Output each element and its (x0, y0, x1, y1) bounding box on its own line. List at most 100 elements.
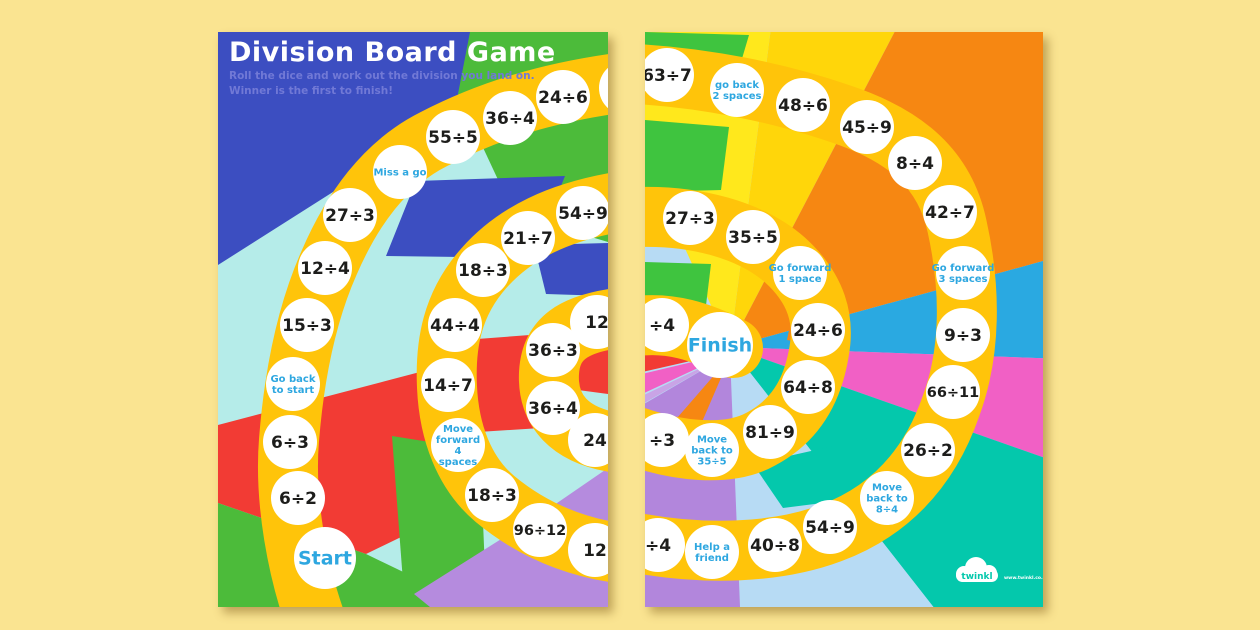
board-space: 18÷3 (465, 468, 519, 522)
board-space-circle (294, 527, 356, 589)
board-space-circle (748, 518, 802, 572)
board-space: 27÷3 (323, 188, 377, 242)
board-space-circle (465, 468, 519, 522)
board-space: 36÷3 (526, 323, 580, 377)
board-space-circle (888, 136, 942, 190)
board-space: 54÷9 (556, 186, 608, 240)
board-space-circle (743, 405, 797, 459)
board-space-circle (426, 110, 480, 164)
board-space: Finish (687, 312, 753, 378)
board-space: Start (294, 527, 356, 589)
board-space-circle (513, 503, 567, 557)
board-space: 26÷2 (901, 423, 955, 477)
board-space-circle (860, 471, 914, 525)
board-space-circle (645, 298, 689, 352)
board-space-circle (781, 360, 835, 414)
board-space-circle (645, 518, 685, 572)
board-space: 27÷3 (663, 191, 717, 245)
board-space-circle (373, 145, 427, 199)
board-space-circle (776, 78, 830, 132)
board-space-circle (685, 525, 739, 579)
board-space: 8÷4 (888, 136, 942, 190)
board-space-label: 48÷6 (778, 96, 828, 116)
board-space-label: 36÷4 (528, 399, 578, 419)
board-space-label: Move back to 8÷4 (866, 483, 908, 516)
board-space-circle (526, 381, 580, 435)
board-space-label: 6÷2 (279, 489, 317, 509)
board-space: 14÷7 (421, 358, 475, 412)
board-space-label: 36÷4 (485, 109, 535, 129)
board-space-circle (773, 246, 827, 300)
board-space-label: 9÷3 (944, 326, 982, 346)
board-space: 63÷7 (645, 48, 694, 102)
board-space-circle (421, 358, 475, 412)
board-space-label: Start (298, 548, 352, 570)
board-space-label: 24÷6 (538, 88, 588, 108)
board-space-circle (556, 186, 608, 240)
board-space: 9÷3 (936, 308, 990, 362)
board-space: 12÷4 (298, 241, 352, 295)
board-space-label: 12 (583, 541, 607, 561)
board-space-label: 24÷6 (793, 321, 843, 341)
board-space: 36÷4 (526, 381, 580, 435)
board-space-circle (298, 241, 352, 295)
board-space-label: 64÷8 (783, 378, 833, 398)
board-space: ÷4 (645, 298, 689, 352)
board-space-circle (263, 415, 317, 469)
board-space-label: ÷4 (649, 316, 675, 336)
board-space-label: 12 (585, 313, 608, 333)
left-page: Start 6÷2 6÷3 Go back to start 15÷3 12÷4 27÷3 Mi… (218, 32, 608, 607)
board-space: 55÷5 (426, 110, 480, 164)
board-space-label: 40÷8 (750, 536, 800, 556)
board-space-circle (936, 246, 990, 300)
board-space-circle (568, 523, 608, 577)
board-space: 18÷3 (456, 243, 510, 297)
board-space: Go back to start (266, 357, 320, 411)
board-space: 45÷9 (840, 100, 894, 154)
board-space-circle (280, 298, 334, 352)
board-space-label: 45÷9 (842, 118, 892, 138)
board-space-label: 27÷3 (665, 209, 715, 229)
board-space-circle (599, 67, 608, 109)
board-space-label: 24 (583, 431, 607, 451)
board-space: Help a friend (685, 525, 739, 579)
board-space-label: 54÷9 (805, 518, 855, 538)
board-space-circle (271, 471, 325, 525)
board-space: 42÷7 (923, 185, 977, 239)
board-space-label: 18÷3 (458, 261, 508, 281)
right-page: 63÷7 go back 2 spaces 48÷6 45÷9 8÷4 42÷7 Go for… (645, 32, 1043, 607)
board-space: 15÷3 (280, 298, 334, 352)
board-space-label: Go back to start (270, 374, 315, 396)
board-space-label: 35÷5 (728, 228, 778, 248)
board-space-label: go back 2 spaces (713, 80, 762, 102)
board-space-label: 42÷7 (925, 203, 975, 223)
board-space: ÷3 (645, 413, 689, 467)
board-space-label: Miss a go (373, 168, 426, 179)
left-board-spaces: Start 6÷2 6÷3 Go back to start 15÷3 12÷4 27÷3 Mi… (263, 67, 608, 589)
board-space-circle (791, 303, 845, 357)
board-space: 36÷4 (483, 91, 537, 145)
board-space-label: 12÷4 (300, 259, 350, 279)
board-space-label: 14÷7 (423, 376, 473, 396)
board-space: 12 (568, 523, 608, 577)
board-space: Go forward 1 space (769, 246, 832, 300)
board-space-label: 44÷4 (430, 316, 480, 336)
board-space-label: 96÷12 (514, 523, 567, 539)
board-space-label: 15÷3 (282, 316, 332, 336)
board-space: 44÷4 (428, 298, 482, 352)
board-space-label: Finish (688, 335, 752, 357)
board-space-circle (323, 188, 377, 242)
board-space-label: 66÷11 (927, 385, 980, 401)
board-space-label: 81÷9 (745, 423, 795, 443)
board-space: Go forward 3 spaces (932, 246, 994, 300)
board-space-circle (685, 423, 739, 477)
board-space: 21÷7 (501, 211, 555, 265)
right-page-board-art: 63÷7 go back 2 spaces 48÷6 45÷98÷4 42÷7 Go for… (645, 32, 1043, 607)
board-space-label: 63÷7 (645, 66, 692, 86)
twinkl-url: www.twinkl.co.uk (1004, 575, 1043, 581)
board-space-circle (663, 191, 717, 245)
board-space-label: Go forward 1 space (769, 263, 832, 285)
board-space: go back 2 spaces (710, 63, 764, 117)
board-space-label: 27÷3 (325, 206, 375, 226)
